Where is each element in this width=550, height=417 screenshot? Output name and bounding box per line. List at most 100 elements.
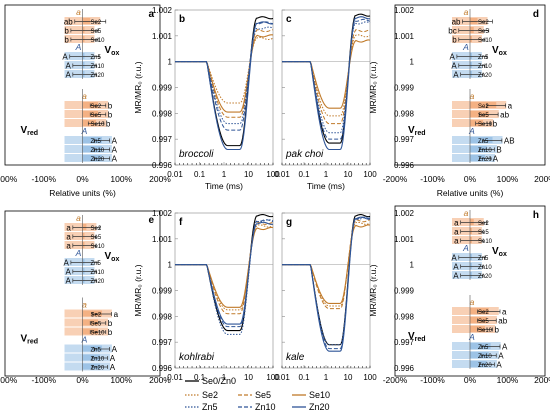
y-tick-label: 0.999 bbox=[394, 84, 415, 93]
bar-category-label: Zn20 bbox=[91, 366, 105, 372]
x-tick-label: 10 bbox=[344, 373, 353, 382]
significance-label: b bbox=[493, 120, 498, 129]
panel-letter: e bbox=[148, 215, 154, 226]
series-line-se10 bbox=[282, 39, 371, 109]
series-line-se2 bbox=[175, 224, 274, 311]
y-tick-label: 1.002 bbox=[152, 209, 173, 218]
bar bbox=[82, 224, 87, 230]
bar bbox=[470, 272, 472, 278]
x-tick-label: 100% bbox=[110, 375, 132, 385]
y-tick-label: 0.998 bbox=[152, 109, 173, 118]
bar bbox=[82, 345, 102, 352]
series-line-zn10 bbox=[282, 216, 371, 350]
series-line-se10 bbox=[175, 34, 274, 113]
y-tick-label: 0.998 bbox=[394, 312, 415, 321]
bar-background bbox=[64, 267, 95, 275]
significance-label: a bbox=[454, 228, 459, 237]
x-tick-label: 200% bbox=[534, 375, 550, 385]
bar-category-label: Zn5 bbox=[91, 139, 102, 145]
bar-panel-h: h-200%-100%0%100%200%aSe2aSe5aSe10aAZn5A… bbox=[383, 205, 550, 385]
panel-border bbox=[4, 210, 161, 377]
bar-background bbox=[64, 232, 95, 240]
bar bbox=[470, 343, 491, 349]
bar-category-label: Se2 bbox=[478, 20, 489, 26]
bar-category-label: Zn5 bbox=[91, 261, 102, 267]
plot-frame bbox=[281, 9, 371, 166]
series-line-se2 bbox=[282, 34, 371, 117]
bar bbox=[470, 228, 472, 234]
group-significance-letter: a bbox=[82, 91, 87, 101]
block-title-sub: red bbox=[415, 336, 426, 343]
bar-category-label: Zn20 bbox=[478, 363, 492, 369]
bar-category-label: Se5 bbox=[91, 29, 102, 35]
bar-category-label: Zn10 bbox=[91, 64, 105, 70]
bar-category-label: Zn10 bbox=[478, 148, 492, 154]
x-tick-label: -200% bbox=[0, 375, 18, 385]
x-tick-label: 100 bbox=[363, 170, 377, 179]
bar-background bbox=[452, 218, 484, 226]
x-tick-label: 0.01 bbox=[167, 170, 183, 179]
bar bbox=[82, 62, 85, 68]
bar-background bbox=[452, 227, 482, 235]
x-tick-label: 1 bbox=[324, 373, 329, 382]
y-axis-label: MR/MR₀ (r.u.) bbox=[133, 61, 143, 113]
y-tick-label: 0.998 bbox=[152, 312, 173, 321]
y-tick-label: 1.002 bbox=[152, 6, 173, 15]
block-title-sub: red bbox=[415, 130, 426, 137]
bar-background bbox=[64, 241, 95, 249]
block-title: Vox bbox=[492, 246, 507, 258]
series-line-zn5 bbox=[282, 216, 371, 346]
significance-label: b bbox=[108, 328, 113, 337]
bar bbox=[470, 219, 474, 225]
group-significance-letter: a bbox=[464, 208, 469, 218]
bar-category-label: Zn20 bbox=[91, 279, 105, 285]
significance-label: A bbox=[65, 71, 71, 80]
legend-label: Se10 bbox=[309, 390, 330, 400]
plant-name: pak choi bbox=[285, 149, 324, 160]
x-tick-label: 0.01 bbox=[274, 170, 290, 179]
x-axis-label: Relative units (%) bbox=[437, 188, 504, 198]
y-tick-label: 1.002 bbox=[394, 209, 415, 218]
bar bbox=[470, 53, 472, 59]
legend-label: Se0/Zn0 bbox=[202, 376, 236, 386]
line-panel-b: 0.996 0.997 0.998 0.999 1 1.001 1.002 0.01 0.1 1 1… bbox=[133, 6, 280, 191]
bar-category-label: Se5 bbox=[91, 322, 102, 328]
bar bbox=[470, 102, 497, 108]
y-tick-label: 0.999 bbox=[394, 287, 415, 296]
x-tick-label: -100% bbox=[31, 174, 56, 184]
bar-category-label: Zn20 bbox=[478, 73, 492, 79]
significance-label: b bbox=[108, 319, 113, 328]
bar-category-label: Se5 bbox=[478, 29, 489, 35]
significance-label: A bbox=[453, 263, 459, 272]
bar-category-label: Zn20 bbox=[478, 157, 492, 163]
block-title-sub: red bbox=[27, 130, 38, 137]
x-tick-label: 0.01 bbox=[274, 373, 290, 382]
group-significance-letter: A bbox=[81, 126, 88, 136]
line-panel-g: 0.996 0.997 0.998 0.999 1 1.001 1.002 0.01 0.1 1 1… bbox=[274, 209, 414, 382]
line-panel-c: 0.996 0.997 0.998 0.999 1 1.001 1.002 0.01 0.1 1 1… bbox=[274, 6, 414, 191]
group-significance-letter: a bbox=[76, 7, 81, 17]
series-line-zn5 bbox=[282, 21, 371, 134]
significance-label: A bbox=[112, 155, 118, 164]
y-axis-label: MR/MR₀ (r.u.) bbox=[368, 264, 378, 316]
bar bbox=[82, 71, 85, 77]
bar-background bbox=[452, 253, 482, 261]
bar bbox=[82, 242, 85, 248]
bar-background bbox=[452, 35, 482, 43]
significance-label: b bbox=[452, 36, 457, 45]
significance-label: ab bbox=[498, 317, 507, 326]
significance-label: A bbox=[450, 53, 456, 62]
bar bbox=[470, 18, 478, 24]
bar-category-label: Zn20 bbox=[91, 73, 105, 79]
bar-category-label: Se10 bbox=[478, 38, 493, 44]
bar-panel-a: a -200% -100% 0% 100% 200% Relative units (%) a… bbox=[0, 4, 171, 198]
panel-letter: c bbox=[286, 14, 292, 25]
significance-label: A bbox=[453, 272, 459, 281]
significance-label: a bbox=[66, 224, 71, 233]
bar-category-label: Se2 bbox=[91, 226, 102, 232]
block-title-main: V bbox=[105, 45, 112, 56]
x-axis-label: Time (ms) bbox=[205, 181, 243, 191]
significance-label: b bbox=[64, 36, 69, 45]
group-significance-letter: A bbox=[81, 335, 88, 345]
y-tick-label: 0.997 bbox=[394, 338, 415, 347]
